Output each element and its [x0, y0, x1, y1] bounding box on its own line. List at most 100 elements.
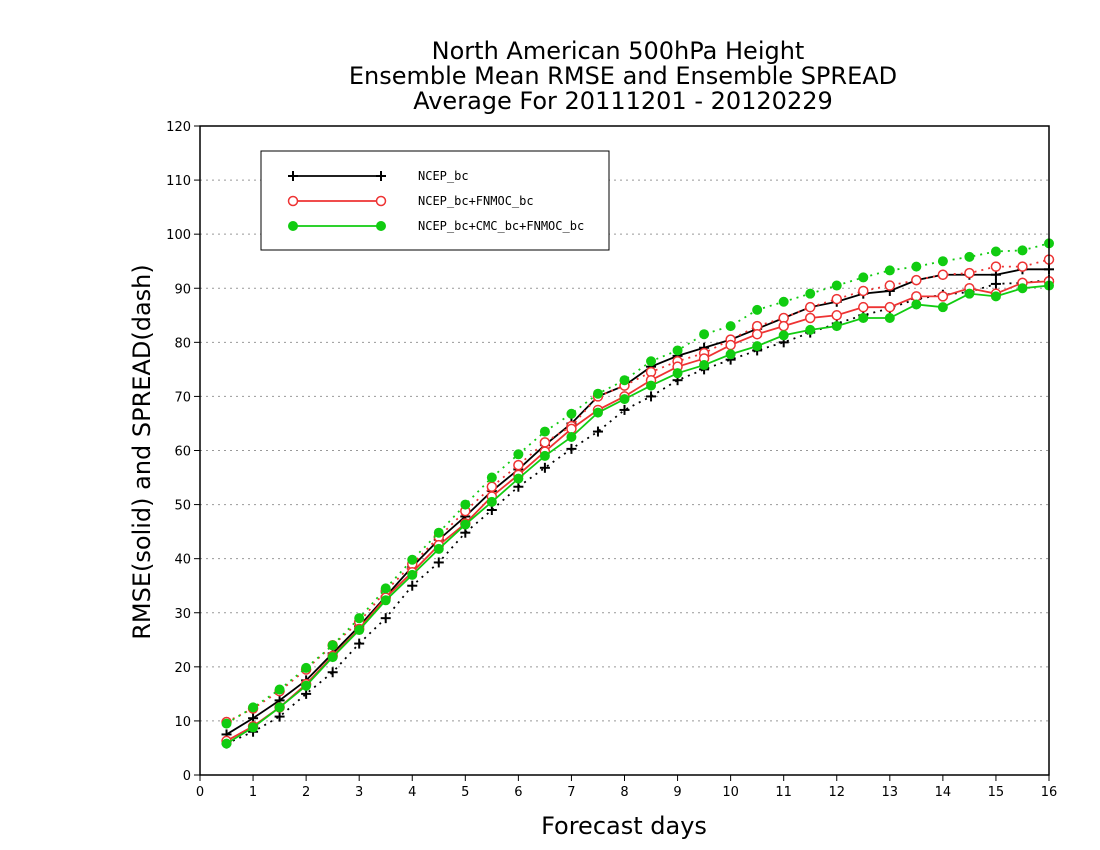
x-tick-label: 14 [935, 785, 952, 800]
y-tick-label: 50 [174, 499, 191, 514]
data-point-plus [407, 580, 418, 591]
data-point-filled-circle [752, 341, 763, 352]
data-point-filled-circle [380, 583, 391, 594]
y-tick-label: 10 [174, 715, 191, 730]
data-point-filled-circle [990, 246, 1001, 257]
y-tick-label: 70 [174, 390, 191, 405]
y-axis-label: RMSE(solid) and SPREAD(dash) [128, 264, 156, 640]
data-point-filled-circle [460, 519, 471, 530]
data-point-filled-circle [248, 722, 259, 733]
series-0-spread [221, 275, 1054, 749]
data-point-filled-circle [248, 702, 259, 713]
data-point-filled-circle [805, 288, 816, 299]
grid-lines [200, 179, 1049, 722]
data-point-open-circle [831, 310, 842, 321]
data-point-filled-circle [376, 221, 386, 231]
data-point-filled-circle [513, 449, 524, 460]
data-point-plus [380, 613, 391, 624]
y-tick-label: 90 [174, 282, 191, 297]
legend: NCEP_bc NCEP_bc+FNMOC_bc NCEP_bc+CMC_bc+FN… [260, 150, 610, 251]
data-point-open-circle [937, 269, 949, 280]
data-point-filled-circle [858, 272, 869, 283]
data-point-open-circle [486, 481, 498, 492]
data-point-filled-circle [486, 472, 497, 483]
data-point-open-circle [937, 291, 949, 302]
data-point-filled-circle [513, 473, 524, 484]
series-2-rmse [221, 280, 1054, 749]
data-point-filled-circle [646, 380, 657, 391]
y-tick-label: 0 [183, 769, 191, 784]
x-tick-label: 8 [620, 785, 628, 800]
data-point-filled-circle [221, 718, 232, 729]
data-point-plus [566, 443, 577, 454]
data-point-filled-circle [592, 407, 603, 418]
data-point-plus [433, 557, 444, 568]
data-point-open-circle [858, 285, 869, 297]
y-tick-label: 80 [174, 336, 191, 351]
y-tick-label: 40 [174, 553, 191, 568]
title-line-1: North American 500hPa Height [432, 37, 805, 65]
y-tick-label: 20 [174, 661, 191, 676]
y-tick-label: 60 [174, 445, 191, 460]
series-1-rmse [221, 275, 1055, 747]
x-tick-label: 7 [567, 785, 575, 800]
data-point-filled-circle [884, 265, 895, 276]
data-point-open-circle [858, 301, 869, 313]
data-point-open-circle [831, 293, 842, 305]
data-point-filled-circle [831, 321, 842, 332]
data-point-plus [354, 638, 365, 649]
series-line-rmse [226, 280, 1050, 742]
data-point-filled-circle [911, 261, 922, 272]
y-axis: 0 10 20 30 40 50 60 70 80 90 100 110 120 [166, 120, 200, 784]
legend-label: NCEP_bc+FNMOC_bc [418, 194, 534, 208]
data-point-open-circle [751, 328, 763, 340]
series-line-spread [226, 242, 1050, 725]
data-point-filled-circle [327, 640, 338, 651]
data-point-filled-circle [646, 356, 657, 367]
data-point-filled-circle [592, 388, 603, 399]
y-tick-label: 110 [166, 174, 191, 189]
data-point-filled-circle [858, 312, 869, 323]
series-line-spread [226, 258, 1050, 723]
series-layer [221, 238, 1055, 749]
data-point-open-circle [539, 437, 551, 448]
data-point-filled-circle [937, 256, 948, 267]
x-tick-label: 2 [302, 785, 310, 800]
data-point-open-circle [287, 195, 299, 207]
data-point-plus [376, 171, 386, 181]
data-point-filled-circle [1017, 245, 1028, 256]
data-point-filled-circle [327, 652, 338, 663]
series-line-rmse [226, 284, 1050, 745]
legend-label: NCEP_bc+CMC_bc+FNMOC_bc [418, 219, 584, 233]
data-point-filled-circle [380, 595, 391, 606]
data-point-plus [619, 404, 630, 415]
x-tick-label: 5 [461, 785, 469, 800]
data-point-open-circle [964, 267, 975, 279]
data-point-filled-circle [539, 450, 550, 461]
data-point-open-circle [804, 301, 816, 313]
legend-label: NCEP_bc [418, 169, 469, 183]
data-point-filled-circle [486, 496, 497, 507]
x-tick-label: 0 [196, 785, 204, 800]
data-point-filled-circle [354, 613, 365, 624]
y-tick-label: 120 [166, 120, 191, 135]
data-point-filled-circle [619, 375, 630, 386]
x-tick-label: 1 [249, 785, 257, 800]
data-point-filled-circle [274, 702, 285, 713]
chart-title: North American 500hPa Height Ensemble Me… [349, 37, 897, 115]
data-point-open-circle [725, 339, 736, 351]
data-point-filled-circle [752, 304, 763, 315]
data-point-filled-circle [964, 288, 975, 299]
data-point-filled-circle [619, 394, 630, 405]
x-axis-label: Forecast days [541, 812, 707, 840]
data-point-plus [274, 711, 285, 722]
data-point-filled-circle [274, 684, 285, 695]
data-point-filled-circle [566, 408, 577, 419]
data-point-filled-circle [301, 662, 312, 673]
data-point-filled-circle [911, 299, 922, 310]
title-line-2: Ensemble Mean RMSE and Ensemble SPREAD [349, 62, 897, 90]
title-line-3: Average For 20111201 - 20120229 [413, 87, 833, 115]
data-point-filled-circle [672, 368, 683, 379]
x-tick-label: 16 [1041, 785, 1058, 800]
